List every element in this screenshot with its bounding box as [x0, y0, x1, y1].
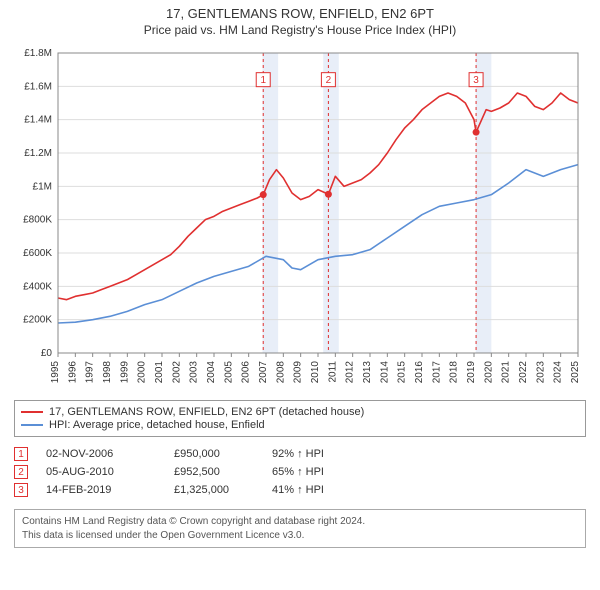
svg-text:2022: 2022 [518, 361, 529, 384]
svg-text:2007: 2007 [258, 361, 269, 384]
svg-text:2020: 2020 [483, 361, 494, 384]
event-row: 3 14-FEB-2019 £1,325,000 41% ↑ HPI [14, 483, 586, 497]
svg-text:2013: 2013 [362, 361, 373, 384]
svg-text:2024: 2024 [553, 361, 564, 384]
svg-text:3: 3 [473, 75, 479, 86]
legend-swatch [21, 411, 43, 413]
footer-line1: Contains HM Land Registry data © Crown c… [22, 515, 578, 529]
svg-text:1995: 1995 [50, 361, 61, 384]
svg-text:2023: 2023 [535, 361, 546, 384]
chart-title-line1: 17, GENTLEMANS ROW, ENFIELD, EN2 6PT [0, 6, 600, 21]
svg-text:2010: 2010 [310, 361, 321, 384]
event-date: 05-AUG-2010 [46, 466, 156, 478]
svg-text:£1.4M: £1.4M [24, 115, 52, 126]
svg-text:1996: 1996 [67, 361, 78, 384]
event-marker-box: 1 [14, 447, 28, 461]
footer-note: Contains HM Land Registry data © Crown c… [14, 509, 586, 548]
event-price: £952,500 [174, 466, 254, 478]
svg-text:£1.6M: £1.6M [24, 81, 52, 92]
svg-text:2006: 2006 [241, 361, 252, 384]
chart-svg: £0 £200K £400K £600K £800K £1M £1.2M £1.4M £1.6M… [10, 47, 590, 392]
event-pct: 41% ↑ HPI [272, 484, 324, 496]
svg-text:2008: 2008 [275, 361, 286, 384]
event-pct: 92% ↑ HPI [272, 448, 324, 460]
svg-text:2014: 2014 [379, 361, 390, 384]
chart-title-block: 17, GENTLEMANS ROW, ENFIELD, EN2 6PT Pri… [0, 0, 600, 39]
svg-text:£1M: £1M [33, 181, 52, 192]
svg-text:£1.8M: £1.8M [24, 48, 52, 59]
chart-area: £0 £200K £400K £600K £800K £1M £1.2M £1.4M £1.6M… [10, 47, 590, 392]
svg-text:2009: 2009 [293, 361, 304, 384]
events-table: 1 02-NOV-2006 £950,000 92% ↑ HPI 2 05-AUG-201… [14, 447, 586, 497]
svg-text:2025: 2025 [570, 361, 581, 384]
legend-row: 17, GENTLEMANS ROW, ENFIELD, EN2 6PT (de… [21, 406, 579, 418]
svg-text:1998: 1998 [102, 361, 113, 384]
svg-text:2005: 2005 [223, 361, 234, 384]
event-date: 14-FEB-2019 [46, 484, 156, 496]
event-date: 02-NOV-2006 [46, 448, 156, 460]
event-marker-box: 2 [14, 465, 28, 479]
svg-text:£1.2M: £1.2M [24, 148, 52, 159]
svg-text:£200K: £200K [23, 315, 52, 326]
svg-text:1997: 1997 [85, 361, 96, 384]
svg-text:2: 2 [326, 75, 332, 86]
svg-text:2016: 2016 [414, 361, 425, 384]
event-marker-box: 3 [14, 483, 28, 497]
svg-text:1999: 1999 [119, 361, 130, 384]
svg-text:2015: 2015 [397, 361, 408, 384]
svg-text:2003: 2003 [189, 361, 200, 384]
chart-title-line2: Price paid vs. HM Land Registry's House … [0, 23, 600, 37]
svg-text:£800K: £800K [23, 215, 52, 226]
svg-text:£400K: £400K [23, 281, 52, 292]
event-row: 1 02-NOV-2006 £950,000 92% ↑ HPI [14, 447, 586, 461]
svg-text:2018: 2018 [449, 361, 460, 384]
legend-swatch [21, 424, 43, 426]
event-price: £950,000 [174, 448, 254, 460]
legend-label: 17, GENTLEMANS ROW, ENFIELD, EN2 6PT (de… [49, 406, 364, 418]
svg-text:2017: 2017 [431, 361, 442, 384]
svg-text:1: 1 [260, 75, 266, 86]
svg-text:2012: 2012 [345, 361, 356, 384]
legend-label: HPI: Average price, detached house, Enfi… [49, 419, 265, 431]
svg-text:2001: 2001 [154, 361, 165, 384]
svg-text:2019: 2019 [466, 361, 477, 384]
svg-text:2011: 2011 [327, 361, 338, 383]
event-pct: 65% ↑ HPI [272, 466, 324, 478]
footer-line2: This data is licensed under the Open Gov… [22, 529, 578, 543]
event-price: £1,325,000 [174, 484, 254, 496]
event-row: 2 05-AUG-2010 £952,500 65% ↑ HPI [14, 465, 586, 479]
svg-text:£600K: £600K [23, 248, 52, 259]
legend-box: 17, GENTLEMANS ROW, ENFIELD, EN2 6PT (de… [14, 400, 586, 437]
svg-text:2004: 2004 [206, 361, 217, 384]
svg-text:2021: 2021 [501, 361, 512, 384]
svg-text:2000: 2000 [137, 361, 148, 384]
svg-text:2002: 2002 [171, 361, 182, 384]
svg-text:£0: £0 [41, 348, 53, 359]
legend-row: HPI: Average price, detached house, Enfi… [21, 419, 579, 431]
